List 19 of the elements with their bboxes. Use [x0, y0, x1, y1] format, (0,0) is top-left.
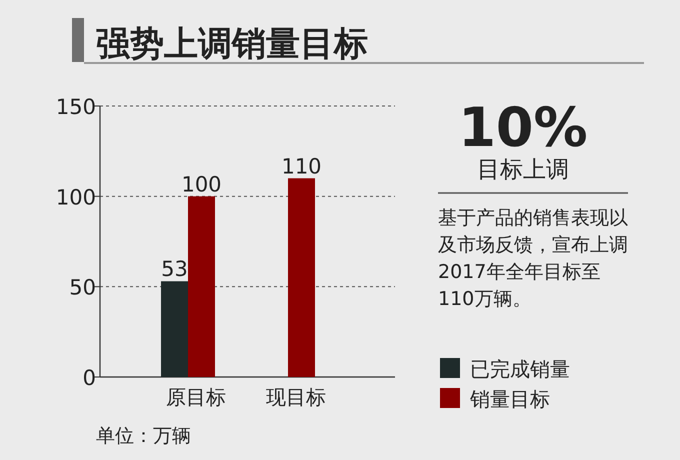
text: 基于产品的销售表现以及市场反馈，宣布上调2017年全年目标至110万辆。	[438, 207, 628, 310]
text: 单位：万辆	[96, 425, 191, 447]
data-label: 110	[281, 154, 322, 178]
bar	[288, 178, 315, 377]
x-tick-label: 原目标	[166, 385, 226, 409]
x-tick-label: 现目标	[266, 385, 326, 409]
y-tick-label: 0	[82, 366, 96, 390]
y-tick-label: 150	[56, 95, 96, 119]
chart-title: 强势上调销量目标	[96, 24, 368, 64]
data-label: 53	[161, 257, 188, 282]
y-tick-label: 50	[69, 276, 96, 300]
text: 目标上调	[477, 157, 569, 183]
data-label: 100	[181, 172, 222, 196]
text: 10%	[458, 96, 588, 159]
y-tick-label: 100	[56, 185, 96, 210]
legend-label: 销量目标	[469, 387, 550, 411]
bar	[161, 281, 188, 377]
bar	[188, 196, 215, 377]
legend-label: 已完成销量	[470, 357, 570, 381]
